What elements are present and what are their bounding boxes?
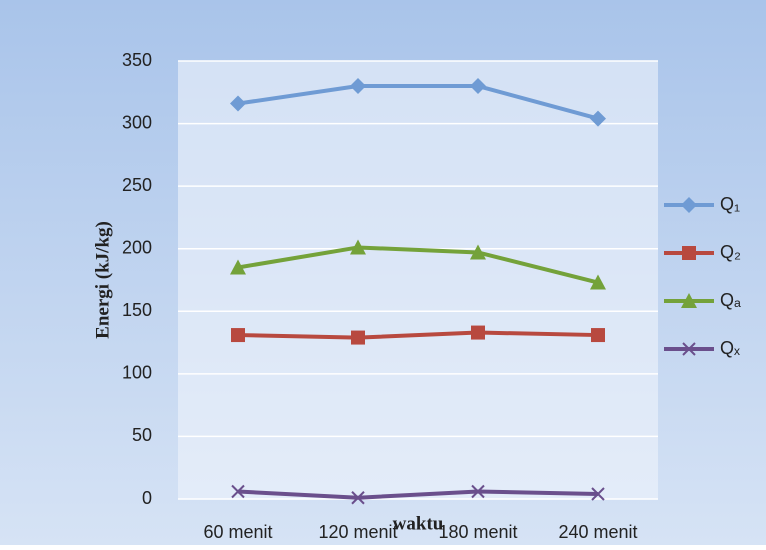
legend-label: Qₐ	[720, 290, 741, 310]
series-line	[237, 84, 599, 121]
marker	[591, 487, 605, 501]
legend-marker	[681, 197, 697, 213]
marker	[350, 78, 366, 95]
legend-label: Q₂	[720, 242, 741, 262]
y-tick-label: 250	[122, 175, 152, 195]
marker	[590, 110, 606, 127]
y-tick-label: 0	[142, 488, 152, 508]
legend-marker	[682, 342, 696, 356]
y-tick-label: 200	[122, 237, 152, 257]
y-tick-label: 150	[122, 300, 152, 320]
legend-marker	[681, 293, 697, 308]
y-tick-label: 100	[122, 363, 152, 383]
legend-label: Qₓ	[720, 338, 740, 358]
marker	[231, 484, 245, 499]
marker	[230, 95, 246, 112]
plot-area	[178, 61, 658, 499]
marker	[471, 484, 485, 499]
x-tick-label: 180 menit	[438, 522, 517, 542]
x-tick-label: 240 menit	[558, 522, 637, 542]
x-axis-label: waktu	[393, 513, 444, 534]
series-line	[237, 489, 599, 500]
y-tick-label: 300	[122, 112, 152, 132]
y-axis-label: Energi (kJ/kg)	[92, 221, 113, 339]
marker	[230, 259, 246, 275]
marker	[471, 325, 485, 340]
legend-label: Q₁	[720, 194, 740, 214]
marker	[231, 328, 245, 343]
y-tick-label: 350	[122, 50, 152, 70]
marker	[350, 239, 366, 255]
marker	[470, 244, 486, 260]
marker	[591, 328, 605, 343]
legend-marker	[682, 246, 696, 260]
marker	[590, 274, 606, 290]
series-line	[237, 245, 599, 285]
y-tick-label: 50	[132, 425, 152, 445]
marker	[351, 491, 365, 505]
marker	[351, 330, 365, 345]
marker	[470, 78, 486, 95]
x-tick-label: 60 menit	[203, 522, 272, 542]
x-tick-label: 120 menit	[318, 522, 397, 542]
series-line	[237, 330, 599, 340]
